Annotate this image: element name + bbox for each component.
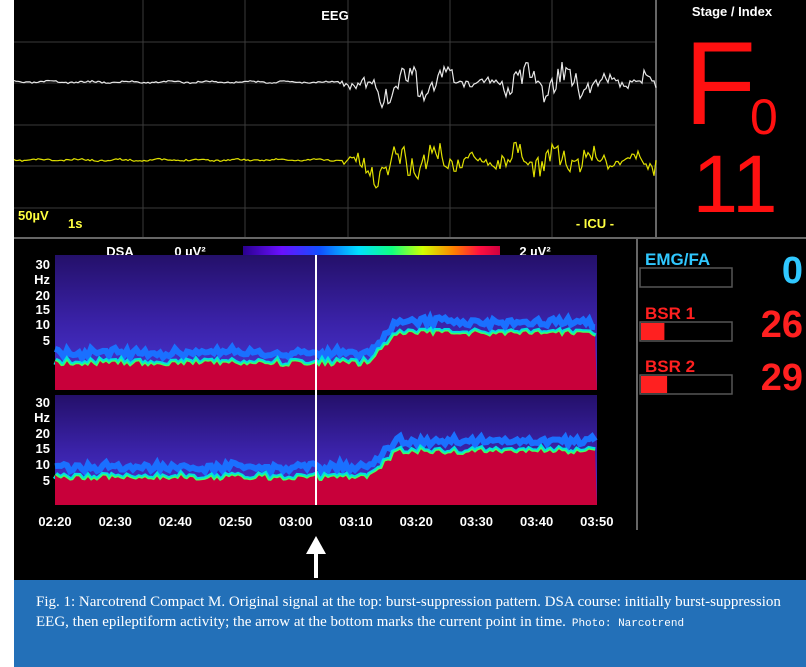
caption-credit: Photo: Narcotrend <box>571 618 685 630</box>
parameter-value: 29 <box>761 357 803 399</box>
caption-text: Fig. 1: Narcotrend Compact M. Original s… <box>36 594 781 630</box>
parameter-label: EMG/FA <box>645 250 710 269</box>
stage-title: Stage / Index <box>692 4 773 19</box>
eeg-amplitude: 50µV <box>18 208 49 223</box>
stage-index: 11 <box>692 139 777 230</box>
y-label: 20 <box>36 288 50 303</box>
time-label: 03:40 <box>520 514 553 529</box>
time-label: 02:20 <box>38 514 71 529</box>
parameter-value: 0 <box>782 250 803 292</box>
y-label: 15 <box>36 302 50 317</box>
y-label: 5 <box>43 333 50 348</box>
y-label: Hz <box>34 272 50 287</box>
parameter-bar <box>641 323 665 340</box>
parameter-value: 26 <box>761 304 803 346</box>
parameters: EMG/FA 0 BSR 1 26 BSR 2 29 <box>639 250 803 399</box>
eeg-grid <box>14 0 656 238</box>
parameter-label: BSR 2 <box>645 357 695 376</box>
time-label: 03:10 <box>339 514 372 529</box>
eeg-mode: - ICU - <box>576 216 614 231</box>
arrow-head <box>306 536 326 554</box>
monitor: EEG 50µV 1s - ICU - Stage / Index F 0 11… <box>13 0 806 580</box>
parameter-bar-frame <box>639 267 733 288</box>
time-label: 02:40 <box>159 514 192 529</box>
stage-sub: 0 <box>750 89 778 145</box>
y-label: 15 <box>36 441 50 456</box>
time-label: 03:00 <box>279 514 312 529</box>
caption: Fig. 1: Narcotrend Compact M. Original s… <box>14 580 806 667</box>
parameter-bar-frame <box>639 374 733 395</box>
time-label: 03:20 <box>400 514 433 529</box>
time-label: 02:30 <box>99 514 132 529</box>
spectrogram-band <box>54 310 596 366</box>
parameter-bar <box>641 376 668 393</box>
y-label: 30 <box>36 395 50 410</box>
eeg-trace <box>13 62 657 110</box>
dsa-spectrograms <box>52 255 598 505</box>
y-label: 20 <box>36 426 50 441</box>
eeg-trace <box>13 141 657 189</box>
spectrogram-low <box>55 331 597 390</box>
stage-letter: F <box>684 18 756 150</box>
eeg-timebase: 1s <box>68 216 82 231</box>
time-label: 03:50 <box>580 514 613 529</box>
eeg-title: EEG <box>321 8 348 23</box>
y-label: 10 <box>36 317 50 332</box>
time-label: 02:50 <box>219 514 252 529</box>
spectrogram-low <box>55 449 597 505</box>
y-label: 10 <box>36 457 50 472</box>
spectrogram-band <box>54 431 598 480</box>
eeg-traces <box>13 62 657 189</box>
y-label: Hz <box>34 410 50 425</box>
time-label: 03:30 <box>460 514 493 529</box>
parameter-bar-frame <box>639 321 733 342</box>
y-label: 5 <box>43 473 50 488</box>
y-label: 30 <box>36 257 50 272</box>
parameter-label: BSR 1 <box>645 304 695 323</box>
